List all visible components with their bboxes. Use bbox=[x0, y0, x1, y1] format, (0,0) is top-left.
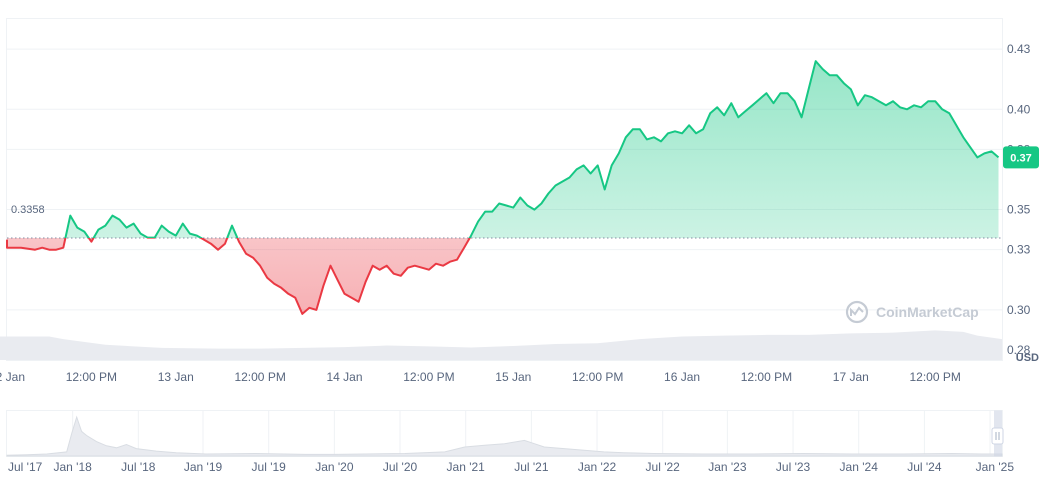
navigator-x-ticks: Jul '17 Jan '18 Jul '18 Jan '19 Jul '19 Jan '… bbox=[8, 460, 1014, 474]
navigator-x-tick-label: Jul '18 bbox=[121, 460, 156, 474]
current-price-value: 0.37 bbox=[1010, 152, 1031, 164]
watermark-text: CoinMarketCap bbox=[876, 304, 979, 320]
x-tick-label: 12:00 PM bbox=[572, 370, 623, 384]
x-tick-label: 15 Jan bbox=[495, 370, 531, 384]
range-navigator[interactable]: Jul '17 Jan '18 Jul '18 Jan '19 Jul '19 Jan '… bbox=[0, 400, 1048, 492]
y-tick-label: 0.35 bbox=[1007, 203, 1031, 217]
x-tick-label: 13 Jan bbox=[158, 370, 194, 384]
x-tick-label: 12:00 PM bbox=[234, 370, 285, 384]
navigator-x-tick-label: Jan '19 bbox=[184, 460, 223, 474]
navigator-x-tick-label: Jan '21 bbox=[447, 460, 486, 474]
y-tick-label: 0.33 bbox=[1007, 243, 1031, 257]
coinmarketcap-logo-mark bbox=[850, 306, 864, 316]
navigator-x-tick-label: Jul '17 bbox=[8, 460, 43, 474]
navigator-x-tick-label: Jul '19 bbox=[252, 460, 287, 474]
navigator-history-area bbox=[6, 415, 1003, 457]
navigator-x-tick-label: Jul '23 bbox=[776, 460, 811, 474]
coinmarketcap-logo-icon bbox=[845, 300, 869, 324]
volume-area-shape bbox=[0, 330, 1002, 360]
x-tick-label: 12:00 PM bbox=[741, 370, 792, 384]
navigator-drag-handle[interactable] bbox=[991, 427, 1004, 445]
y-tick-label: 0.40 bbox=[1007, 102, 1031, 116]
y-tick-label: 0.30 bbox=[1007, 303, 1031, 317]
price-chart[interactable]: CoinMarketCap 0.3358 0.28 0.30 0.33 0.35 0.3… bbox=[0, 0, 1048, 400]
navigator-x-tick-label: Jan '22 bbox=[578, 460, 617, 474]
price-area-up bbox=[65, 61, 999, 239]
price-area-down bbox=[7, 238, 470, 314]
x-tick-label: 14 Jan bbox=[327, 370, 363, 384]
current-price-badge-bg bbox=[1003, 146, 1039, 169]
navigator-x-tick-label: Jul '21 bbox=[514, 460, 549, 474]
baseline-value-label: 0.3358 bbox=[11, 204, 45, 216]
x-tick-label: 16 Jan bbox=[664, 370, 700, 384]
navigator-x-tick-label: Jan '23 bbox=[708, 460, 747, 474]
navigator-x-tick-label: Jan '24 bbox=[840, 460, 879, 474]
navigator-x-tick-label: Jan '25 bbox=[976, 460, 1015, 474]
navigator-x-tick-label: Jan '18 bbox=[54, 460, 93, 474]
navigator-x-tick-label: Jan '20 bbox=[315, 460, 354, 474]
y-tick-label: 0.28 bbox=[1007, 343, 1031, 357]
x-tick-label: 12 Jan bbox=[0, 370, 25, 384]
x-tick-label: 12:00 PM bbox=[66, 370, 117, 384]
x-tick-label: 12:00 PM bbox=[910, 370, 961, 384]
coinmarketcap-watermark: CoinMarketCap bbox=[845, 300, 979, 324]
plot-frame bbox=[6, 18, 1003, 361]
x-tick-label: 12:00 PM bbox=[403, 370, 454, 384]
navigator-x-tick-label: Jul '22 bbox=[646, 460, 681, 474]
x-tick-label: 17 Jan bbox=[833, 370, 869, 384]
x-axis-ticks: 12 Jan 12:00 PM 13 Jan 12:00 PM 14 Jan 12:00 … bbox=[0, 370, 961, 384]
volume-area bbox=[0, 330, 1002, 360]
current-price-badge: 0.37 bbox=[1003, 146, 1039, 169]
price-line-up[interactable] bbox=[7, 60, 1000, 314]
currency-label: USD bbox=[1016, 352, 1039, 364]
y-tick-label: 0.43 bbox=[1007, 42, 1031, 56]
navigator-x-tick-label: Jul '24 bbox=[907, 460, 942, 474]
navigator-x-tick-label: Jul '20 bbox=[383, 460, 418, 474]
y-axis-ticks: 0.280.300.330.350.380.400.43 bbox=[1007, 42, 1031, 357]
